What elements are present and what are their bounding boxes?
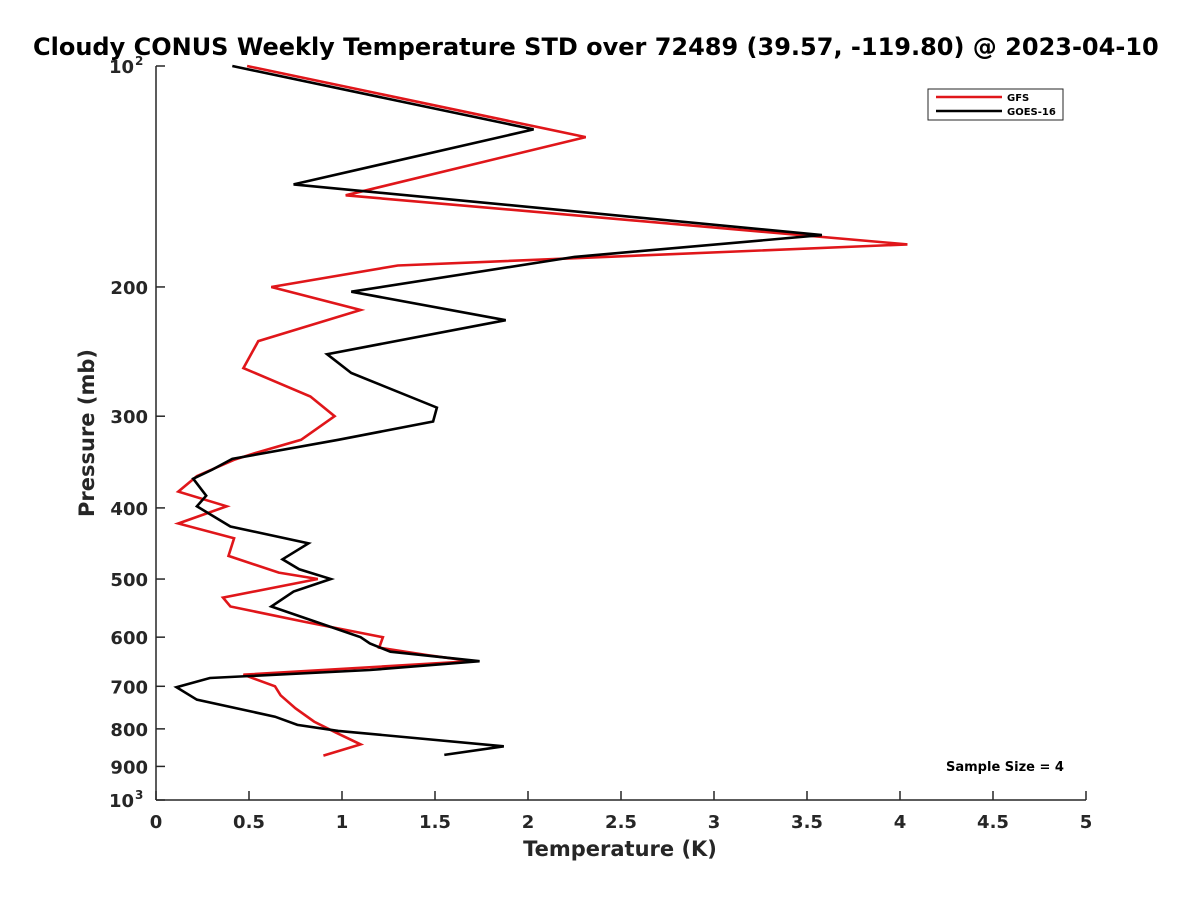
x-tick-label: 1 <box>336 812 349 833</box>
x-tick-label: 2.5 <box>605 812 637 833</box>
legend-label: GFS <box>1007 93 1029 104</box>
series-lines <box>173 64 908 757</box>
y-tick-label: 300 <box>110 407 148 428</box>
x-tick-label: 3.5 <box>791 812 823 833</box>
y-tick-label: 700 <box>110 677 148 698</box>
y-tick-label: 200 <box>110 278 148 299</box>
y-axis-label: Pressure (mb) <box>75 349 99 517</box>
x-tick-label: 4 <box>894 812 907 833</box>
x-tick-label: 2 <box>522 812 535 833</box>
series-line-gfs <box>173 64 908 757</box>
legend-label: GOES-16 <box>1007 107 1056 118</box>
chart-title: Cloudy CONUS Weekly Temperature STD over… <box>33 33 1159 61</box>
y-tick-exponent: 2 <box>135 54 143 68</box>
y-tick-label: 10 <box>109 791 134 812</box>
series-line-goes-16 <box>173 64 823 757</box>
legend: GFS GOES-16 <box>927 88 1064 121</box>
y-tick-label: 400 <box>110 499 148 520</box>
y-tick-label: 800 <box>110 720 148 741</box>
x-axis-label: Temperature (K) <box>523 837 717 861</box>
y-tick-label: 900 <box>110 757 148 778</box>
x-tick-label: 0.5 <box>233 812 265 833</box>
x-tick-label: 3 <box>708 812 721 833</box>
y-tick-label: 600 <box>110 628 148 649</box>
axis-ticks: 0 0.5 1 1.5 2 2.5 3 3.5 4 4.5 510 22003004005006007… <box>109 54 1092 833</box>
legend-box <box>927 88 1064 121</box>
x-tick-label: 1.5 <box>419 812 451 833</box>
x-tick-label: 0 <box>150 812 163 833</box>
x-tick-label: 4.5 <box>977 812 1009 833</box>
plot-area <box>155 66 1086 801</box>
x-tick-label: 5 <box>1080 812 1093 833</box>
y-tick-label: 500 <box>110 570 148 591</box>
y-tick-label: 10 <box>109 57 134 78</box>
sample-size-annotation: Sample Size = 4 <box>946 760 1064 775</box>
y-tick-exponent: 3 <box>135 788 143 802</box>
